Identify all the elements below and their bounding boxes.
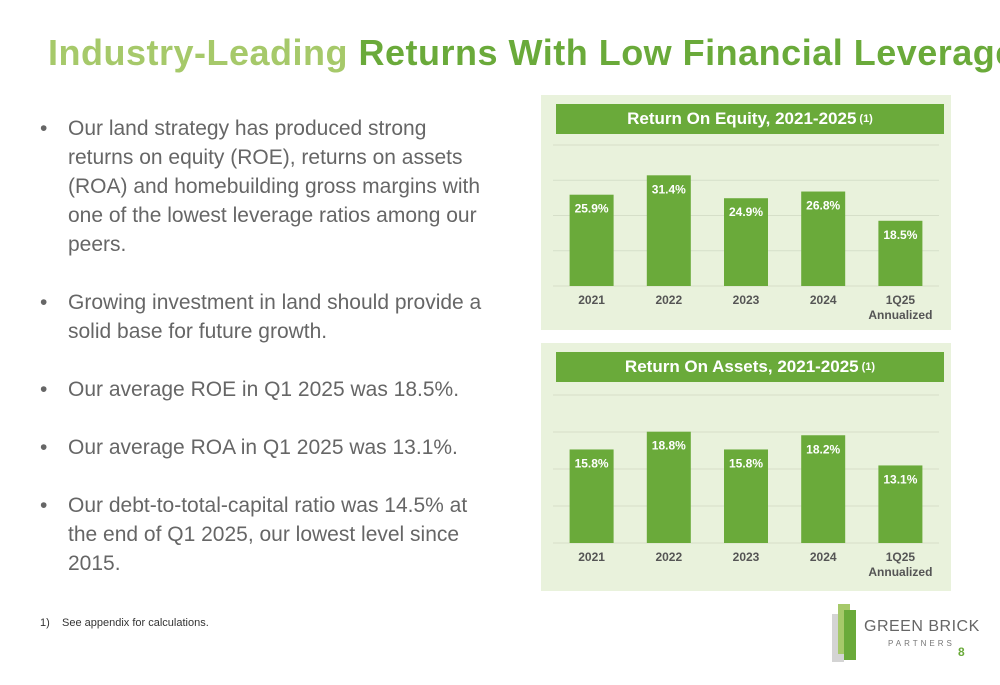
bullet-symbol: • <box>40 436 48 459</box>
roe-chart-title: Return On Equity, 2021-2025 <box>627 109 857 128</box>
roa-category-label: 2024 <box>810 550 837 564</box>
roa-data-label: 18.2% <box>806 442 840 456</box>
roe-data-label: 25.9% <box>575 202 609 216</box>
roa-data-label: 13.1% <box>883 472 917 486</box>
roa-category-label: 1Q25 <box>886 550 916 564</box>
roe-bar <box>801 191 846 286</box>
title-highlight: Industry-Leading <box>48 32 349 73</box>
page-number: 8 <box>958 645 965 659</box>
bullet-text: Our land strategy has produced strong re… <box>68 117 481 256</box>
roe-bar <box>569 194 614 286</box>
roe-category-label: 2023 <box>733 293 760 307</box>
roe-category-label: 1Q25 <box>886 293 916 307</box>
roe-category-label: Annualized <box>868 308 932 322</box>
roe-data-label: 24.9% <box>729 205 763 219</box>
bullet-symbol: • <box>40 291 48 314</box>
page-title: Industry-Leading Returns With Low Financ… <box>48 32 1000 74</box>
roa-chart-panel: Return On Assets, 2021-2025 (1) 15.8% 2021… <box>541 343 951 591</box>
bullet-symbol: • <box>40 494 48 517</box>
roa-chart-title: Return On Assets, 2021-2025 <box>624 357 859 376</box>
roe-chart-title-footnote: (1) <box>859 113 873 125</box>
logo-subtitle: PARTNERS <box>888 639 955 648</box>
roe-chart-panel: Return On Equity, 2021-2025 (1) 25.9% 2021… <box>541 95 951 330</box>
footnote: 1) See appendix for calculations. <box>40 617 209 629</box>
company-logo: GREEN BRICK PARTNERS <box>828 604 980 662</box>
roa-data-label: 15.8% <box>575 456 609 470</box>
bullet-item: • Our land strategy has produced strong r… <box>34 114 484 259</box>
roa-chart-title-bar: Return On Assets, 2021-2025 (1) <box>556 352 944 382</box>
roa-category-label: 2022 <box>655 550 682 564</box>
logo-mark-dark <box>844 610 856 660</box>
roa-category-label: 2023 <box>733 550 760 564</box>
roe-category-label: 2022 <box>655 293 682 307</box>
roa-bar-chart: 15.8% 2021 18.8% 2022 15.8% 2023 18.2% 2024 13.1… <box>553 394 939 579</box>
roe-bar <box>724 198 768 286</box>
roa-chart-title-footnote: (1) <box>861 361 876 373</box>
bullet-text: Our average ROE in Q1 2025 was 18.5%. <box>68 378 460 401</box>
footnote-text: See appendix for calculations. <box>62 617 209 629</box>
footnote-number: 1) <box>40 617 50 629</box>
roa-bar <box>569 449 614 543</box>
bullet-text: Our debt-to-total-capital ratio was 14.5… <box>68 494 468 575</box>
roe-data-label: 31.4% <box>652 182 686 196</box>
logo-name: GREEN BRICK <box>864 618 980 635</box>
roe-bar <box>646 175 691 286</box>
roa-bar <box>878 465 923 543</box>
roa-category-label: 2021 <box>578 550 605 564</box>
roa-category-label: Annualized <box>868 565 932 579</box>
bullet-list: • Our land strategy has produced strong r… <box>34 114 484 578</box>
roe-category-label: 2021 <box>578 293 605 307</box>
roa-data-label: 18.8% <box>652 439 686 453</box>
roa-bar <box>801 435 846 543</box>
bullet-item: • Our debt-to-total-capital ratio was 14.… <box>34 491 484 578</box>
roe-data-label: 18.5% <box>883 228 917 242</box>
roa-data-label: 15.8% <box>729 456 763 470</box>
roe-data-label: 26.8% <box>806 199 840 213</box>
bullet-item: • Growing investment in land should provi… <box>34 288 484 346</box>
bullet-item: • Our average ROA in Q1 2025 was 13.1%. <box>34 433 484 462</box>
title-main: Returns With Low Financial Leverage <box>358 32 1000 73</box>
bullet-symbol: • <box>40 378 48 401</box>
roa-bar <box>646 431 691 543</box>
bullet-symbol: • <box>40 117 48 140</box>
roa-bar <box>724 449 768 543</box>
bullet-text: Our average ROA in Q1 2025 was 13.1%. <box>68 436 458 459</box>
roe-category-label: 2024 <box>810 293 837 307</box>
roe-bar-chart: 25.9% 2021 31.4% 2022 24.9% 2023 26.8% 2024 18.5… <box>553 144 939 322</box>
bullet-text: Growing investment in land should provid… <box>68 291 482 343</box>
bullet-item: • Our average ROE in Q1 2025 was 18.5%. <box>34 375 484 404</box>
roe-chart-title-bar: Return On Equity, 2021-2025 (1) <box>556 104 944 134</box>
roe-bar <box>878 220 923 286</box>
